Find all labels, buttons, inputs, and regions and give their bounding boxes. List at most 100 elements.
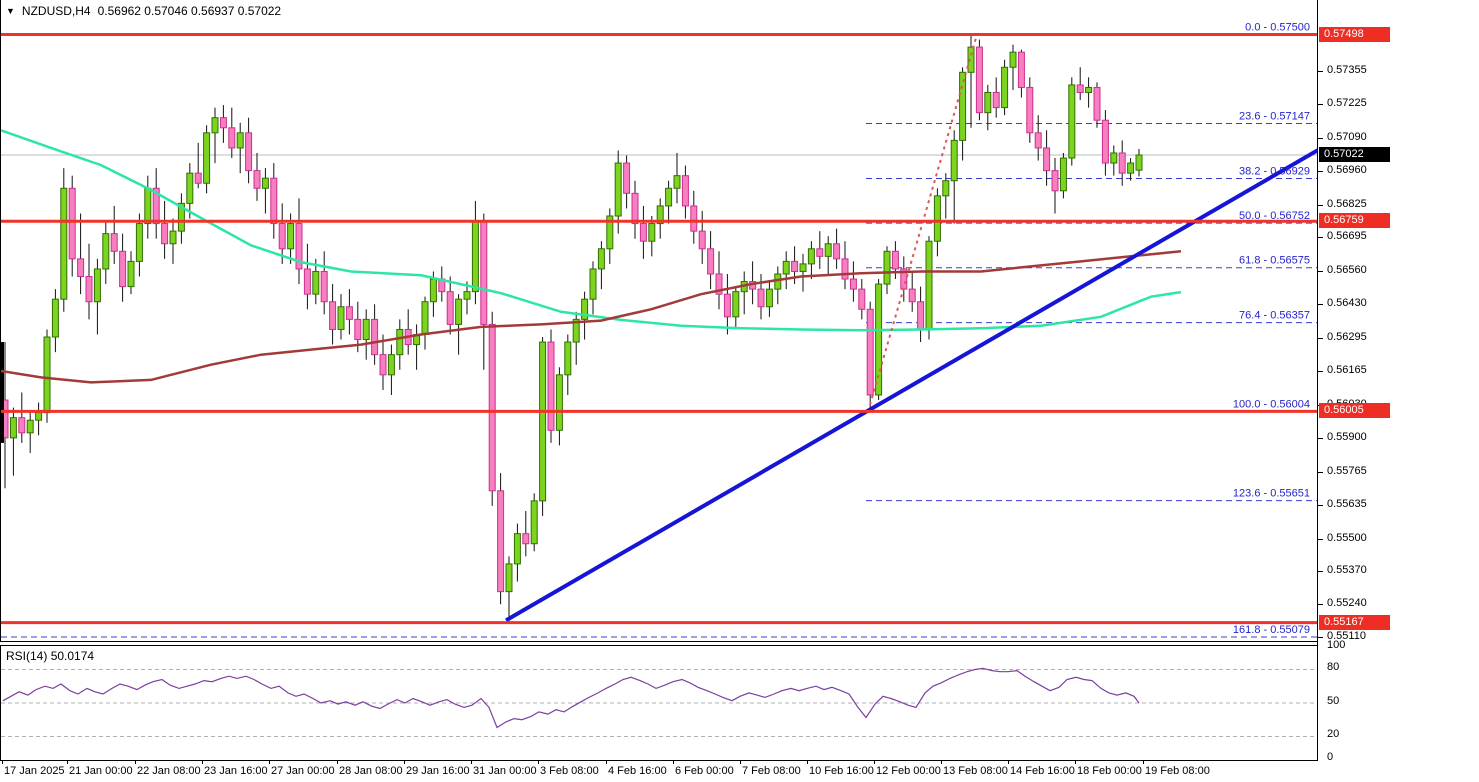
candle-body[interactable] xyxy=(1026,86,1034,134)
price-chart[interactable]: 0.0 - 0.57500 23.6 - 0.57147 38.2 - 0.5692… xyxy=(1,0,1318,641)
candle-body[interactable] xyxy=(169,230,177,245)
candle-body[interactable] xyxy=(488,323,496,492)
price-axis[interactable]: 0.57355 0.57225 0.57090 0.56960 0.56825 0.566… xyxy=(1318,0,1479,763)
candle-body[interactable] xyxy=(824,243,832,257)
candle-body[interactable] xyxy=(1085,86,1093,93)
candle-body[interactable] xyxy=(513,533,521,565)
candle-body[interactable] xyxy=(429,278,437,303)
candle-body[interactable] xyxy=(354,318,362,341)
candle-body[interactable] xyxy=(564,341,572,376)
candle-body[interactable] xyxy=(597,248,605,270)
rsi-line[interactable] xyxy=(2,667,1140,729)
candle-body[interactable] xyxy=(975,46,983,114)
candle-body[interactable] xyxy=(287,223,295,250)
candle-body[interactable] xyxy=(1076,84,1084,93)
candle-body[interactable] xyxy=(43,336,51,414)
candle-body[interactable] xyxy=(1101,119,1109,164)
candle-body[interactable] xyxy=(161,223,169,245)
candle-body[interactable] xyxy=(765,288,773,308)
rsi-indicator-pane[interactable] xyxy=(0,645,1318,761)
candle-body[interactable] xyxy=(959,71,967,141)
candle-body[interactable] xyxy=(1001,66,1009,109)
candle-body[interactable] xyxy=(1017,51,1025,88)
candle-body[interactable] xyxy=(757,288,765,308)
candle-body[interactable] xyxy=(933,195,941,242)
candle-body[interactable] xyxy=(698,230,706,250)
candle-body[interactable] xyxy=(967,46,975,73)
candle-body[interactable] xyxy=(152,187,160,225)
candle-body[interactable] xyxy=(51,298,59,338)
ma-slow-line[interactable] xyxy=(1,250,1182,384)
time-axis[interactable]: 17 Jan 2025 21 Jan 00:00 22 Jan 08:00 23 Ja… xyxy=(0,760,1479,782)
candle-body[interactable] xyxy=(77,258,85,278)
candle-body[interactable] xyxy=(9,417,17,439)
candle-body[interactable] xyxy=(547,341,555,431)
candle-body[interactable] xyxy=(497,490,505,593)
candle-body[interactable] xyxy=(203,132,211,184)
candle-body[interactable] xyxy=(799,263,807,272)
candle-body[interactable] xyxy=(555,374,563,431)
candle-body[interactable] xyxy=(866,308,874,396)
candle-body[interactable] xyxy=(715,273,723,295)
candle-body[interactable] xyxy=(606,215,614,250)
candle-body[interactable] xyxy=(387,354,395,376)
candle-body[interactable] xyxy=(329,301,337,330)
candle-body[interactable] xyxy=(883,250,891,285)
candle-body[interactable] xyxy=(379,354,387,376)
candle-body[interactable] xyxy=(530,500,538,545)
candle-body[interactable] xyxy=(539,341,547,502)
candle-body[interactable] xyxy=(127,260,135,288)
candle-body[interactable] xyxy=(110,233,118,252)
candle-body[interactable] xyxy=(572,318,580,343)
candle-body[interactable] xyxy=(253,170,261,189)
candle-body[interactable] xyxy=(522,533,530,545)
candle-body[interactable] xyxy=(875,283,883,396)
candle-body[interactable] xyxy=(925,240,933,330)
candle-body[interactable] xyxy=(228,127,236,149)
candle-body[interactable] xyxy=(858,288,866,310)
candle-body[interactable] xyxy=(816,248,824,257)
candle-body[interactable] xyxy=(673,175,681,189)
candle-body[interactable] xyxy=(278,223,286,250)
candle-body[interactable] xyxy=(261,177,269,189)
candle-body[interactable] xyxy=(707,248,715,275)
candle-body[interactable] xyxy=(455,298,463,325)
candle-body[interactable] xyxy=(85,276,93,303)
candle-body[interactable] xyxy=(1093,86,1101,121)
candle-body[interactable] xyxy=(581,298,589,320)
candle-body[interactable] xyxy=(236,132,244,149)
candle-body[interactable] xyxy=(295,223,303,270)
candle-body[interactable] xyxy=(833,243,841,260)
candle-body[interactable] xyxy=(1068,84,1076,159)
candle-body[interactable] xyxy=(782,260,790,275)
candle-body[interactable] xyxy=(665,187,673,207)
candle-body[interactable] xyxy=(1110,152,1118,164)
candle-body[interactable] xyxy=(891,250,899,270)
candle-body[interactable] xyxy=(589,268,597,300)
candle-body[interactable] xyxy=(1135,154,1143,171)
candle-body[interactable] xyxy=(631,192,639,225)
candle-body[interactable] xyxy=(505,563,513,593)
candle-body[interactable] xyxy=(362,318,370,341)
candle-body[interactable] xyxy=(623,162,631,194)
candle-body[interactable] xyxy=(1059,157,1067,192)
support-trend-line[interactable] xyxy=(504,145,1318,623)
fib-trendline[interactable] xyxy=(867,34,978,412)
candle-body[interactable] xyxy=(807,248,815,265)
rsi-chart[interactable] xyxy=(1,646,1318,758)
candle-body[interactable] xyxy=(648,223,656,242)
candle-body[interactable] xyxy=(1051,170,1059,192)
candle-body[interactable] xyxy=(1043,147,1051,172)
candle-body[interactable] xyxy=(471,220,479,293)
candle-body[interactable] xyxy=(480,220,488,325)
candle-body[interactable] xyxy=(463,291,471,300)
candle-body[interactable] xyxy=(396,328,404,356)
main-chart-pane[interactable]: 0.0 - 0.57500 23.6 - 0.57147 38.2 - 0.5692… xyxy=(0,0,1318,642)
candle-body[interactable] xyxy=(186,172,194,204)
candle-body[interactable] xyxy=(312,270,320,295)
candle-body[interactable] xyxy=(681,175,689,207)
candle-body[interactable] xyxy=(68,187,76,260)
candle-body[interactable] xyxy=(177,202,185,232)
candle-body[interactable] xyxy=(337,306,345,330)
candle-body[interactable] xyxy=(639,223,647,242)
